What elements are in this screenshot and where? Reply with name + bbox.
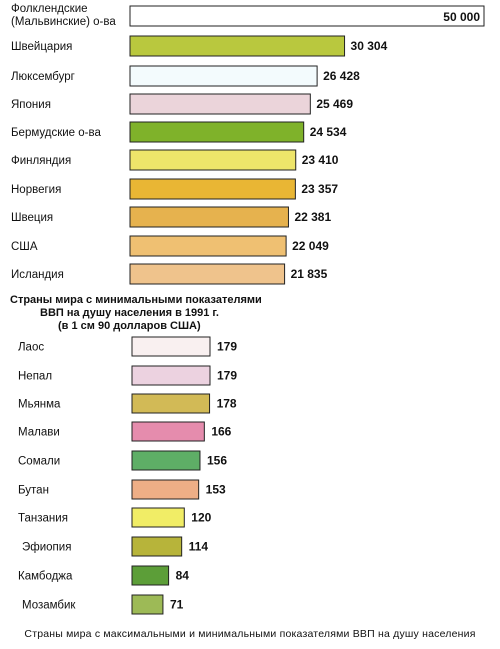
value-label-min-0: 179 [217, 340, 237, 354]
category-label-min-5: Бутан [18, 485, 49, 497]
bar-min-0 [131, 336, 211, 357]
bar-max-9 [129, 263, 286, 285]
category-label-max-7: Швеция [11, 212, 53, 224]
value-label-min-7: 114 [189, 540, 209, 554]
bar-max-3 [129, 93, 311, 115]
category-label-min-7: Эфиопия [22, 542, 71, 554]
min-chart-title-line2: ВВП на душу населения в 1991 г. [40, 307, 219, 319]
value-label-max-2: 26 428 [323, 69, 360, 83]
category-label-min-2: Мьянма [18, 399, 61, 411]
bar-max-0 [129, 5, 485, 27]
category-label-min-8: Камбоджа [18, 571, 73, 583]
value-label-min-4: 156 [207, 454, 227, 468]
bar-min-4 [131, 450, 201, 471]
bar-max-2 [129, 65, 318, 87]
category-label-max-1: Швейцария [11, 41, 72, 53]
bar-max-8 [129, 235, 287, 257]
bar-min-6 [131, 507, 185, 528]
bar-min-3 [131, 421, 205, 442]
min-chart-title-line1: Страны мира с минимальными показателями [10, 294, 262, 306]
category-label-max-5: Финляндия [11, 155, 71, 167]
category-label-max-2: Люксембург [11, 71, 75, 83]
category-label-max-4: Бермудские о-ва [11, 127, 101, 139]
value-label-max-6: 23 357 [301, 182, 338, 196]
value-label-min-2: 178 [217, 397, 237, 411]
category-label-min-3: Малави [18, 427, 60, 439]
category-label-max-6: Норвегия [11, 184, 61, 196]
value-label-min-6: 120 [191, 511, 211, 525]
bar-max-1 [129, 35, 346, 57]
bar-min-7 [131, 536, 183, 557]
value-label-max-5: 23 410 [302, 153, 339, 167]
category-label-min-1: Непал [18, 371, 52, 383]
bar-max-6 [129, 178, 296, 200]
category-label-max-0: Фолклендские (Мальвинские) о-ва [11, 3, 116, 28]
value-label-min-3: 166 [211, 425, 231, 439]
bar-max-7 [129, 206, 289, 228]
gdp-charts: Фолклендские (Мальвинские) о-ва 50 000 Швей… [10, 3, 485, 615]
value-label-max-9: 21 835 [291, 267, 328, 281]
category-label-min-6: Танзания [18, 513, 68, 525]
category-label-max-8: США [11, 241, 38, 253]
value-label-max-8: 22 049 [292, 239, 329, 253]
category-label-min-0: Лаос [18, 342, 44, 354]
bar-min-1 [131, 365, 211, 386]
figure-caption: Страны мира с максимальными и минимальны… [24, 628, 476, 640]
bar-max-4 [129, 121, 305, 143]
value-label-max-0: 50 000 [443, 10, 480, 24]
category-label-max-3: Япония [11, 99, 51, 111]
value-label-min-1: 179 [217, 369, 237, 383]
category-label-max-9: Исландия [11, 269, 64, 281]
min-chart-title-line3: (в 1 см 90 долларов США) [58, 320, 201, 332]
value-label-min-9: 71 [170, 598, 184, 612]
category-label-min-4: Сомали [18, 456, 60, 468]
value-label-max-4: 24 534 [310, 125, 347, 139]
bar-min-5 [131, 479, 200, 500]
value-label-max-3: 25 469 [316, 97, 353, 111]
value-label-max-1: 30 304 [351, 39, 388, 53]
bar-min-9 [131, 594, 164, 615]
value-label-max-7: 22 381 [294, 210, 331, 224]
bar-max-5 [129, 149, 297, 171]
value-label-min-8: 84 [176, 569, 190, 583]
category-label-min-9: Мозамбик [22, 600, 76, 612]
value-label-min-5: 153 [206, 483, 226, 497]
bar-min-8 [131, 565, 170, 586]
bar-min-2 [131, 393, 211, 414]
